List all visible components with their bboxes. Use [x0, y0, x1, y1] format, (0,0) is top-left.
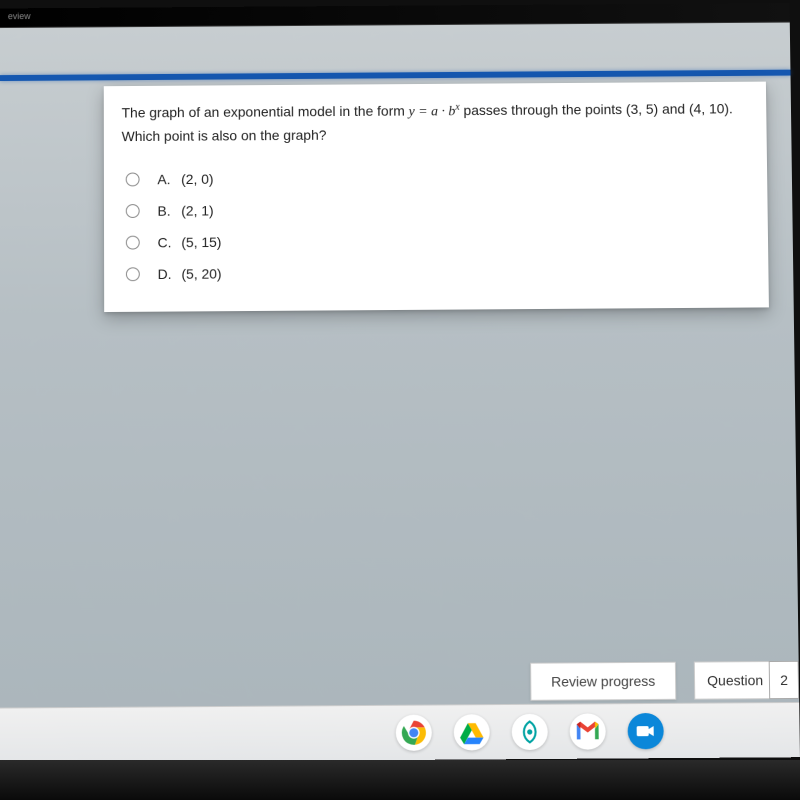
- top-bar-fragment: eview: [0, 3, 790, 24]
- option-text: (5, 15): [181, 234, 221, 250]
- option-d[interactable]: D. (5, 20): [122, 254, 751, 290]
- option-b[interactable]: B. (2, 1): [122, 191, 750, 227]
- radio-a[interactable]: [126, 172, 140, 186]
- footer-controls: Review progress Question 2: [530, 661, 799, 701]
- vault-svg: [517, 719, 543, 745]
- question-label: Question: [694, 661, 769, 700]
- meet-svg: [636, 724, 656, 738]
- drive-icon[interactable]: [454, 714, 490, 750]
- meet-icon[interactable]: [627, 713, 663, 749]
- gmail-icon[interactable]: [570, 713, 606, 749]
- chrome-shelf: [0, 702, 800, 763]
- page-background: The graph of an exponential model in the…: [0, 23, 800, 763]
- header-stripe: [0, 70, 791, 81]
- option-letter: C.: [158, 234, 182, 250]
- monitor-viewport: eview The graph of an exponential model …: [0, 3, 800, 763]
- review-progress-button[interactable]: Review progress: [530, 662, 676, 701]
- screen-root: eview The graph of an exponential model …: [0, 0, 800, 800]
- chrome-svg: [401, 720, 427, 746]
- option-letter: A.: [157, 171, 181, 187]
- option-letter: D.: [158, 266, 182, 282]
- stem-line2: Which point is also on the graph?: [122, 127, 327, 144]
- stem-formula: y = a · bx: [409, 104, 460, 119]
- option-letter: B.: [157, 203, 181, 219]
- option-text: (2, 1): [181, 202, 213, 218]
- drive-svg: [459, 719, 485, 745]
- option-text: (5, 20): [181, 265, 221, 281]
- radio-b[interactable]: [126, 204, 140, 218]
- radio-d[interactable]: [126, 267, 140, 281]
- formula-base: y = a · b: [409, 104, 456, 119]
- question-number-box[interactable]: 2: [769, 661, 799, 699]
- stem-pre: The graph of an exponential model in the…: [122, 103, 409, 121]
- vault-icon[interactable]: [512, 714, 548, 750]
- option-a[interactable]: A. (2, 0): [122, 159, 750, 195]
- stem-mid: passes through the points (3, 5) and (4,…: [460, 101, 733, 119]
- question-card: The graph of an exponential model in the…: [104, 82, 769, 312]
- option-text: (2, 0): [181, 171, 213, 187]
- question-stem: The graph of an exponential model in the…: [122, 97, 749, 147]
- laptop-bezel: [0, 760, 800, 800]
- option-c[interactable]: C. (5, 15): [122, 222, 751, 258]
- gmail-svg: [575, 721, 601, 741]
- radio-c[interactable]: [126, 235, 140, 249]
- chrome-icon[interactable]: [396, 715, 432, 751]
